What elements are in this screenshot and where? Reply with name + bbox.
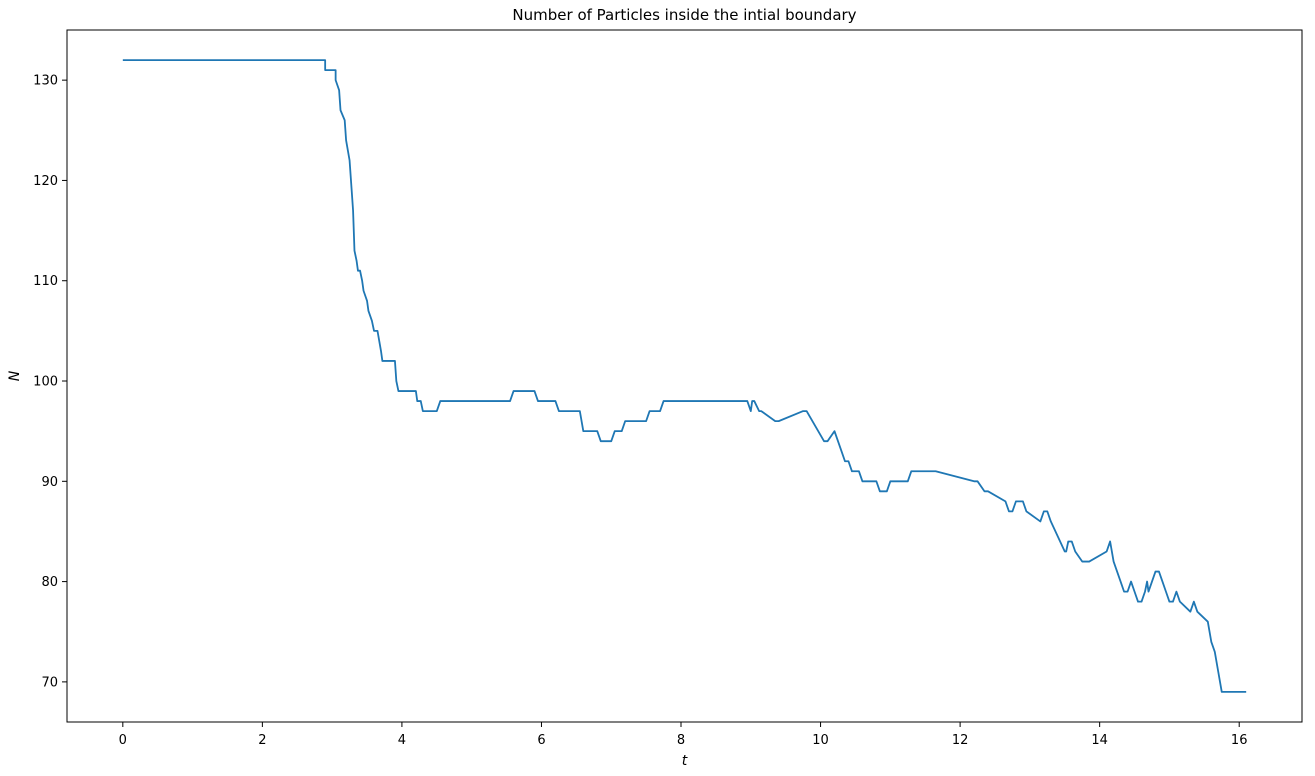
y-tick-label: 130 — [33, 74, 58, 89]
x-tick-label: 8 — [677, 733, 685, 748]
x-tick-label: 12 — [952, 733, 969, 748]
y-tick-label: 110 — [33, 274, 58, 289]
x-tick-label: 0 — [119, 733, 127, 748]
x-axis: 0 2 4 6 8 10 12 14 16 — [119, 722, 1248, 748]
y-tick-label: 120 — [33, 174, 58, 189]
plot-area — [122, 59, 1247, 693]
y-tick-label: 100 — [33, 375, 58, 390]
series-line — [122, 59, 1247, 693]
x-axis-label: t — [682, 753, 688, 769]
x-tick-label: 14 — [1091, 733, 1108, 748]
x-tick-label: 6 — [537, 733, 545, 748]
x-tick-label: 2 — [258, 733, 266, 748]
x-tick-label: 4 — [398, 733, 406, 748]
chart-title: Number of Particles inside the intial bo… — [512, 6, 856, 24]
y-tick-label: 80 — [41, 575, 58, 590]
x-tick-label: 16 — [1231, 733, 1248, 748]
axes-frame — [66, 29, 1303, 723]
y-axis: 70 80 90 100 110 120 130 — [33, 74, 67, 690]
y-axis-label: N — [7, 370, 23, 381]
y-tick-label: 90 — [41, 475, 58, 490]
y-tick-label: 70 — [41, 675, 58, 690]
x-tick-label: 10 — [812, 733, 829, 748]
